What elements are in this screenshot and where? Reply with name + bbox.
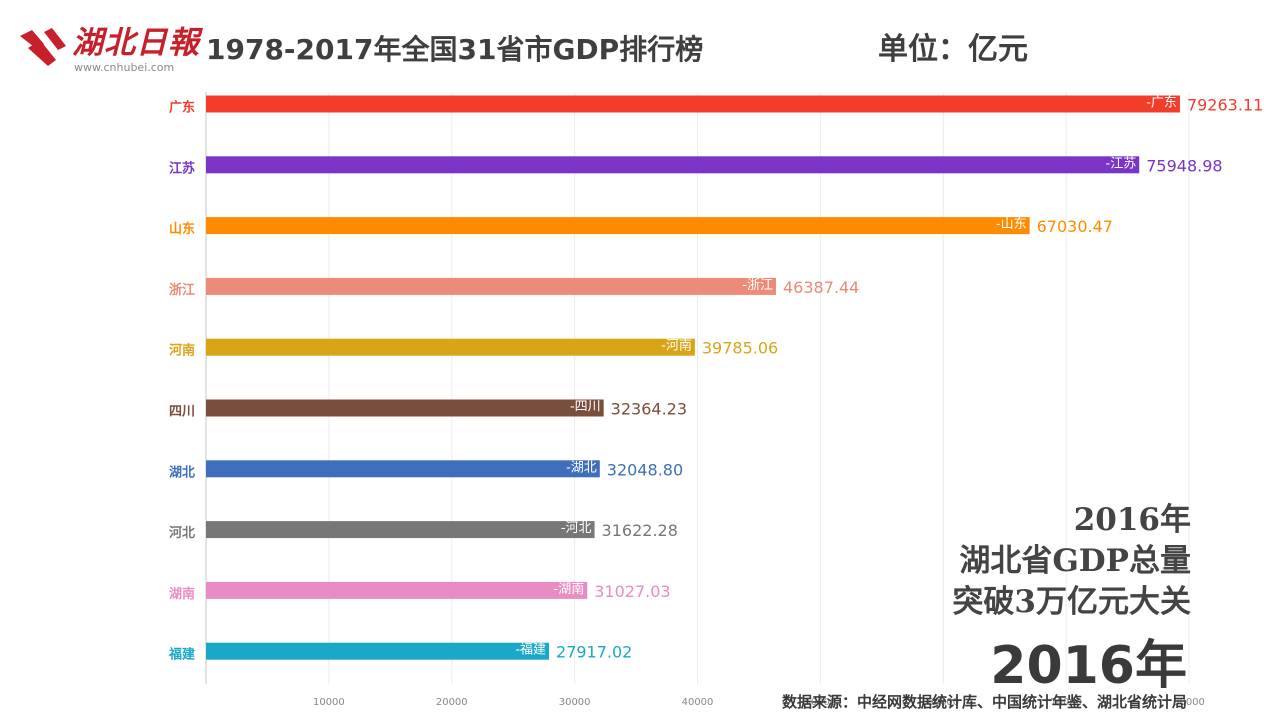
category-label: 广东 xyxy=(169,100,195,116)
bar-inner-label: -江苏 xyxy=(1106,155,1137,171)
value-label: 75948.98 xyxy=(1146,156,1222,175)
bar-row: 山东 -山东 67030.47 xyxy=(169,217,1113,237)
bar xyxy=(206,156,1140,174)
bar-inner-label: -河南 xyxy=(661,338,692,354)
bar-row: 河北 -河北 31622.28 xyxy=(169,521,678,541)
bar-row: 福建 -福建 27917.02 xyxy=(168,642,632,663)
bar-row: 江苏 -江苏 75948.98 xyxy=(169,155,1223,176)
x-tick-label: 10000 xyxy=(313,697,345,708)
x-tick-label: 70000 xyxy=(1050,697,1082,708)
x-tick-label: 50000 xyxy=(804,697,836,708)
value-label: 79263.11 xyxy=(1187,96,1263,115)
logo-bird-icon xyxy=(20,28,66,66)
annotation-line-2: 湖北省GDP总量 xyxy=(959,543,1191,579)
value-label: 46387.44 xyxy=(783,278,859,297)
bar-row: 浙江 -浙江 46387.44 xyxy=(169,277,859,298)
category-label: 福建 xyxy=(168,647,195,663)
value-label: 31027.03 xyxy=(594,582,670,601)
logo-url: www.cnhubei.com xyxy=(74,61,175,74)
bar-inner-label: -四川 xyxy=(570,400,601,415)
bar-row: 河南 -河南 39785.06 xyxy=(169,338,778,359)
unit-label: 单位：亿元 xyxy=(878,32,1028,67)
bar-row: 湖南 -湖南 31027.03 xyxy=(169,581,671,602)
value-label: 39785.06 xyxy=(702,339,778,358)
bar xyxy=(206,277,776,295)
bar-inner-label: -河北 xyxy=(561,521,592,536)
value-label: 67030.47 xyxy=(1037,217,1113,236)
bar xyxy=(206,642,550,660)
bar xyxy=(206,581,588,599)
category-label: 河北 xyxy=(169,525,195,541)
annotation-line-1: 2016年 xyxy=(1073,502,1191,538)
bar xyxy=(206,399,604,417)
bar xyxy=(206,338,695,356)
bar xyxy=(206,521,595,539)
annotation-line-3: 突破3万亿元大关 xyxy=(952,584,1191,620)
chart-title: 1978-2017年全国31省市GDP排行榜 xyxy=(206,33,704,66)
bar-row: 四川 -四川 32364.23 xyxy=(169,399,687,420)
bar xyxy=(206,460,600,478)
bar-row: 广东 -广东 79263.11 xyxy=(169,95,1263,116)
x-tick-label: 60000 xyxy=(927,697,959,708)
x-tick-label: 80000 xyxy=(1173,697,1205,708)
category-label: 山东 xyxy=(169,221,195,237)
bar xyxy=(206,95,1180,113)
category-label: 江苏 xyxy=(169,160,195,176)
x-tick-labels: 10000 20000 30000 40000 50000 60000 70000 80000 xyxy=(313,697,1205,708)
category-label: 四川 xyxy=(169,405,195,420)
x-tick-label: 40000 xyxy=(682,697,714,708)
bar-row: 湖北 -湖北 32048.80 xyxy=(169,460,683,480)
bars: 广东 -广东 79263.11 江苏 -江苏 75948.98 山东 -山东 67030.47 浙… xyxy=(168,95,1263,663)
value-label: 32364.23 xyxy=(611,400,687,419)
data-source: 数据来源：中经网数据统计库、中国统计年鉴、湖北省统计局 xyxy=(781,693,1187,711)
bar-inner-label: -山东 xyxy=(996,217,1027,232)
bar-inner-label: -福建 xyxy=(515,643,546,658)
value-label: 27917.02 xyxy=(556,643,632,662)
value-label: 31622.28 xyxy=(602,521,678,540)
logo: 湖北日報 www.cnhubei.com xyxy=(18,22,200,78)
x-tick-label: 20000 xyxy=(436,697,468,708)
x-tick-label: 30000 xyxy=(559,697,591,708)
category-label: 河南 xyxy=(169,343,195,359)
category-label: 湖南 xyxy=(169,586,195,602)
value-label: 32048.80 xyxy=(607,460,683,479)
bar-inner-label: -湖北 xyxy=(566,460,597,475)
bar-inner-label: -浙江 xyxy=(742,278,773,293)
annotation: 2016年 湖北省GDP总量 突破3万亿元大关 xyxy=(851,500,1191,623)
logo-text: 湖北日報 xyxy=(72,25,200,61)
bar-inner-label: -广东 xyxy=(1146,96,1177,111)
bar-inner-label: -湖南 xyxy=(554,581,585,597)
bar xyxy=(206,217,1030,235)
category-label: 湖北 xyxy=(169,465,195,480)
category-label: 浙江 xyxy=(169,282,195,298)
current-year: 2016年 xyxy=(990,636,1187,696)
